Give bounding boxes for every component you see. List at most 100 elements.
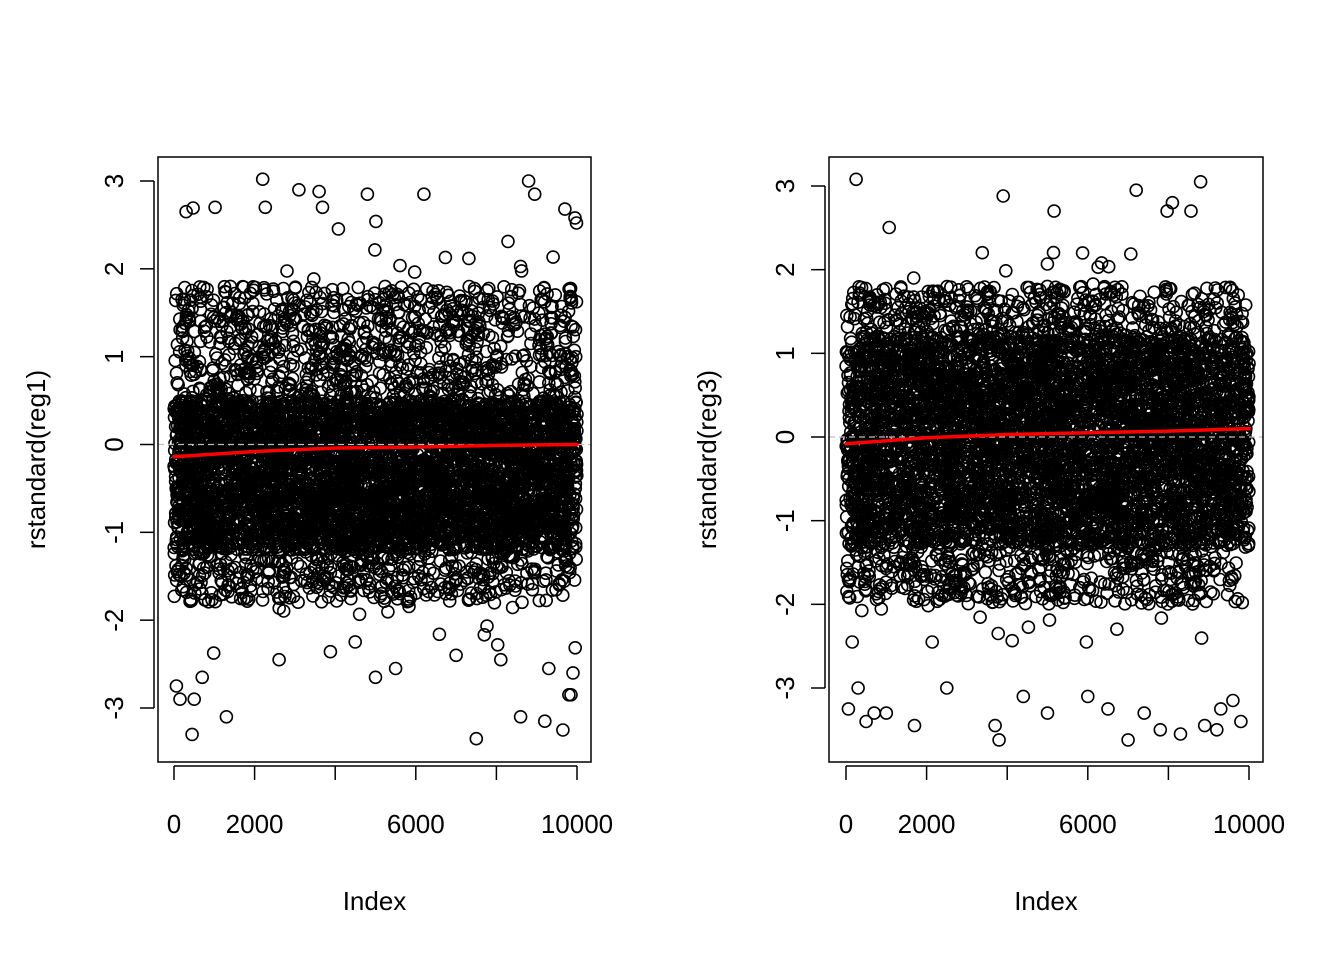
data-point	[306, 589, 320, 603]
data-point	[290, 343, 305, 358]
data-point	[298, 511, 313, 526]
data-point	[182, 356, 196, 370]
data-point	[377, 594, 392, 609]
data-point	[208, 200, 222, 215]
data-point	[205, 592, 219, 607]
data-point	[508, 349, 523, 364]
data-point	[454, 303, 469, 318]
data-point	[433, 360, 448, 374]
data-point	[501, 328, 515, 343]
data-point	[337, 559, 351, 573]
data-point	[375, 550, 390, 564]
data-point	[257, 283, 272, 297]
data-point	[416, 565, 430, 580]
data-point	[565, 539, 580, 554]
data-point	[343, 322, 357, 336]
data-point	[300, 329, 315, 344]
data-point	[490, 382, 505, 397]
data-point	[479, 309, 494, 323]
data-point	[408, 309, 423, 324]
data-point	[331, 222, 346, 236]
data-point	[409, 586, 423, 601]
data-point	[470, 321, 485, 336]
data-point	[302, 491, 317, 505]
data-point	[462, 251, 476, 266]
data-point	[309, 285, 323, 300]
data-point	[272, 652, 286, 667]
data-point	[387, 290, 402, 305]
data-point	[487, 595, 502, 610]
data-point	[465, 363, 479, 378]
data-point	[272, 554, 287, 569]
data-point	[333, 343, 348, 358]
data-point	[504, 289, 519, 304]
data-points	[167, 172, 584, 746]
data-point	[568, 322, 583, 337]
data-point	[344, 295, 359, 310]
data-point	[562, 565, 577, 580]
data-point	[238, 291, 252, 305]
left-panel: 0 2000 6000 10000-3-2-10123Indexrstandard(r…	[21, 156, 613, 916]
data-point	[291, 595, 305, 610]
data-point	[461, 593, 476, 608]
data-point	[186, 201, 200, 215]
data-point	[180, 334, 194, 349]
data-point	[170, 375, 184, 390]
data-point	[473, 397, 487, 412]
data-point	[177, 552, 192, 567]
data-point	[411, 338, 426, 352]
data-point	[302, 581, 317, 595]
data-point	[423, 474, 438, 488]
data-point	[504, 352, 519, 366]
data-point	[524, 524, 538, 538]
data-point	[568, 381, 583, 395]
data-point	[367, 560, 381, 574]
data-point	[467, 366, 482, 381]
data-point	[551, 558, 566, 572]
data-point	[323, 329, 338, 344]
data-point	[282, 590, 297, 605]
data-point	[193, 290, 208, 304]
data-point	[217, 279, 232, 294]
data-point	[393, 258, 407, 273]
data-point	[524, 327, 538, 341]
data-point	[336, 281, 350, 296]
data-point	[522, 298, 537, 313]
data-point	[508, 574, 522, 588]
data-point	[403, 547, 418, 561]
data-point	[206, 363, 220, 378]
data-point	[297, 307, 312, 321]
data-point	[504, 282, 519, 297]
data-point	[318, 321, 333, 336]
data-point	[352, 575, 367, 590]
data-point	[555, 355, 569, 370]
data-point	[219, 285, 233, 300]
data-point	[206, 646, 221, 660]
data-point	[231, 308, 245, 323]
data-point	[493, 652, 508, 667]
data-point	[376, 367, 391, 382]
data-point	[554, 573, 569, 587]
data-point	[249, 413, 264, 428]
data-point	[419, 340, 434, 355]
data-point	[464, 303, 479, 318]
data-point	[343, 374, 358, 389]
data-point	[301, 322, 316, 337]
data-point	[350, 298, 365, 313]
data-point	[501, 296, 516, 311]
data-point	[457, 293, 471, 308]
data-point	[212, 566, 226, 580]
data-point	[567, 573, 582, 587]
data-point	[199, 289, 214, 304]
data-point	[481, 328, 496, 343]
data-point	[433, 554, 448, 568]
data-point	[379, 311, 394, 325]
data-point	[231, 378, 245, 393]
data-point	[242, 592, 256, 606]
data-point	[465, 296, 480, 311]
data-point	[532, 284, 547, 298]
data-point	[544, 326, 559, 341]
data-point	[223, 320, 238, 335]
data-point	[372, 354, 387, 369]
data-point	[439, 285, 454, 300]
